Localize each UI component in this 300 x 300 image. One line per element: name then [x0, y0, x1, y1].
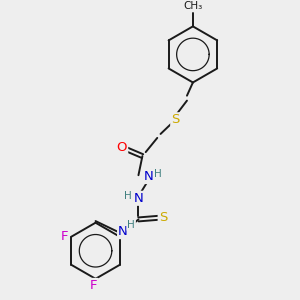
- Text: F: F: [90, 279, 98, 292]
- Text: F: F: [60, 230, 68, 243]
- Text: H: H: [127, 220, 135, 230]
- Text: N: N: [144, 170, 154, 183]
- Text: O: O: [117, 141, 127, 154]
- Text: S: S: [171, 113, 180, 126]
- Text: H: H: [124, 191, 132, 201]
- Text: N: N: [118, 225, 128, 238]
- Text: CH₃: CH₃: [183, 1, 202, 11]
- Text: S: S: [159, 211, 167, 224]
- Text: H: H: [154, 169, 162, 179]
- Text: N: N: [134, 192, 143, 205]
